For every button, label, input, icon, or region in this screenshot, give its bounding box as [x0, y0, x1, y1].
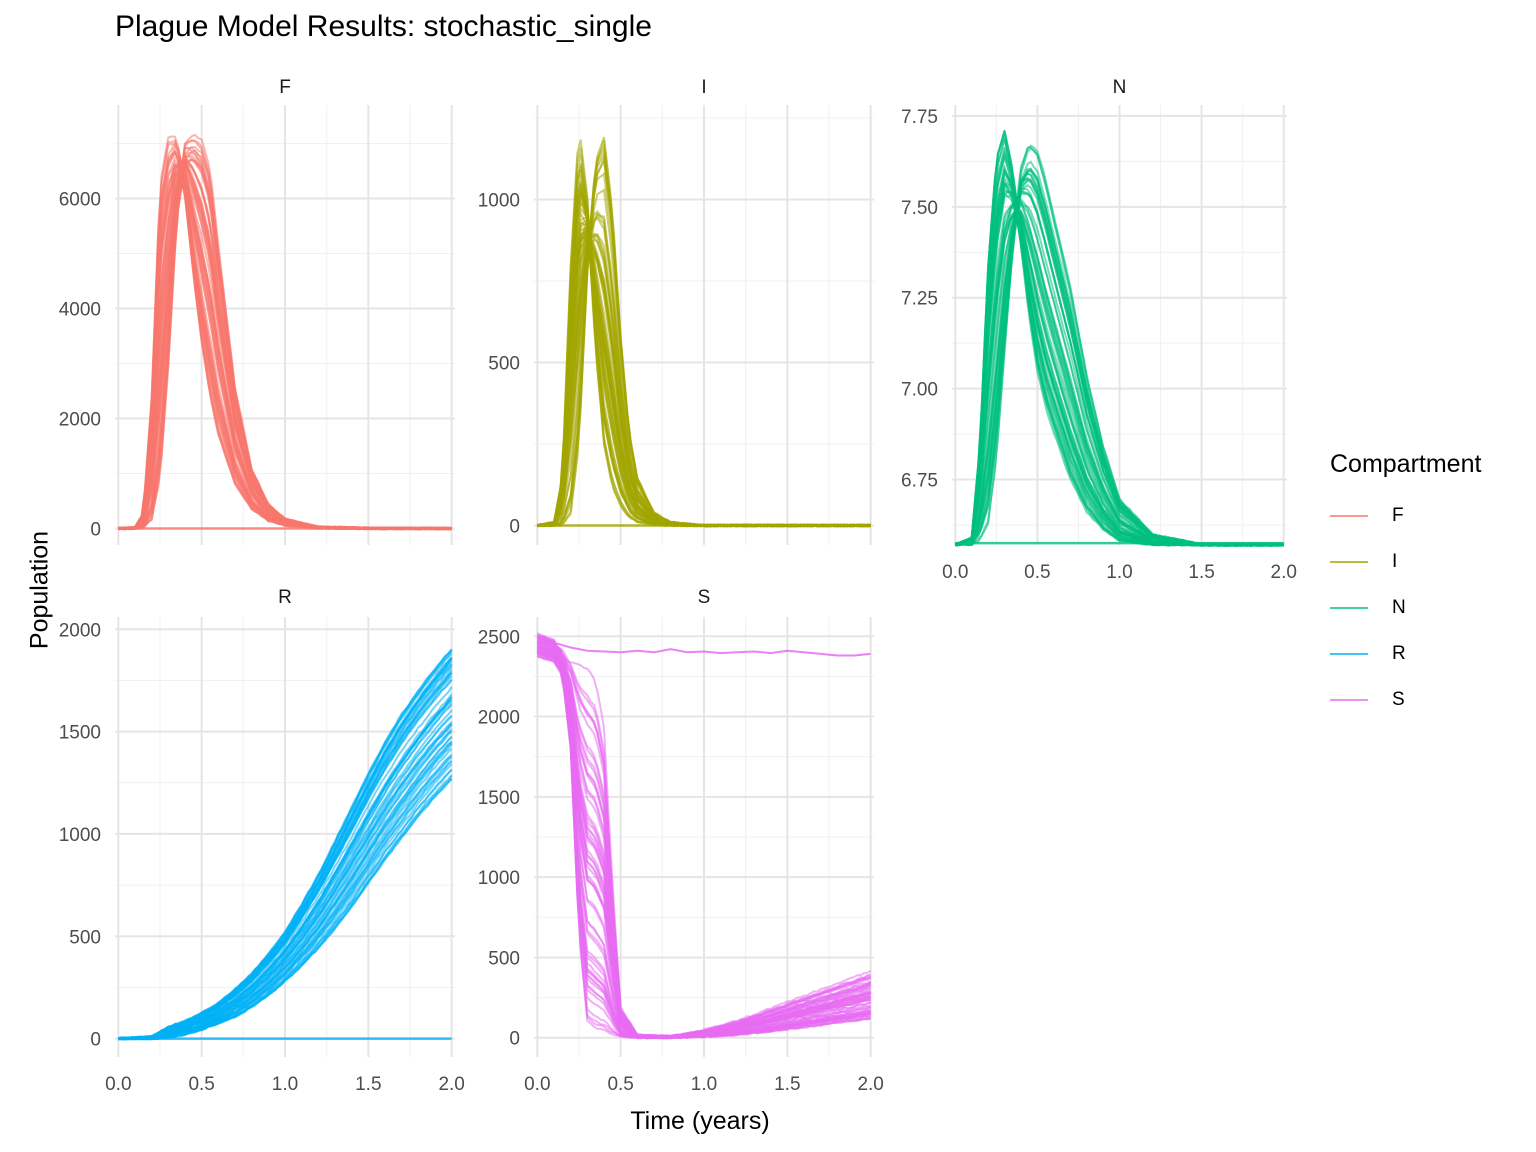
- y-tick-label: 0: [509, 1029, 520, 1050]
- facet-strip-f: F: [279, 77, 291, 98]
- series-line-s: [536, 650, 872, 1039]
- series-line-r: [118, 660, 453, 1040]
- x-tick-label: 0.0: [105, 1074, 131, 1095]
- legend-label-f: F: [1392, 505, 1404, 526]
- facet-strip-r: R: [278, 587, 292, 608]
- x-axis-label: Time (years): [630, 1107, 770, 1135]
- series-line-n: [955, 205, 1284, 547]
- legend-label-n: N: [1392, 597, 1406, 618]
- y-tick-label: 1000: [478, 868, 520, 889]
- x-tick-label: 0.0: [942, 562, 968, 583]
- legend-item-n: N: [1330, 585, 1481, 631]
- x-tick-label: 1.5: [355, 1074, 381, 1095]
- x-tick-label: 2.0: [857, 1074, 883, 1095]
- y-tick-label: 2000: [59, 620, 101, 641]
- y-tick-label: 6.75: [901, 471, 938, 492]
- x-tick-label: 2.0: [1271, 562, 1297, 583]
- legend-item-i: I: [1330, 539, 1481, 585]
- legend-item-s: S: [1330, 677, 1481, 723]
- legend-swatch-i: [1330, 560, 1368, 564]
- series-line-s: [536, 634, 871, 1040]
- legend: Compartment F I N R S: [1330, 450, 1481, 723]
- legend-title: Compartment: [1330, 450, 1482, 478]
- legend-label-i: I: [1392, 551, 1398, 572]
- facet-panel-s: S 0 500 1000 1500 2000 2500 0.0 0.5 1.0 1.5 2.0: [478, 587, 884, 1095]
- x-tick-label: 0.5: [188, 1074, 214, 1095]
- x-tick-label: 1.0: [1106, 562, 1132, 583]
- y-tick-label: 1000: [59, 825, 101, 846]
- x-tick-label: 0.5: [607, 1074, 633, 1095]
- x-tick-label: 0.0: [524, 1074, 550, 1095]
- x-tick-label: 2.0: [438, 1074, 464, 1095]
- legend-item-r: R: [1330, 631, 1481, 677]
- y-tick-label: 2000: [478, 708, 520, 729]
- y-tick-label: 4000: [59, 300, 101, 321]
- legend-swatch-s: [1330, 698, 1368, 702]
- series-line-r: [117, 731, 453, 1041]
- facet-panel-r: R 0 500 1000 1500 2000 0.0 0.5 1.0 1.5 2.0: [59, 587, 465, 1095]
- y-tick-label: 500: [488, 948, 520, 969]
- facet-strip-n: N: [1113, 77, 1127, 98]
- y-tick-label: 7.75: [901, 107, 938, 128]
- x-tick-label: 1.0: [272, 1074, 298, 1095]
- legend-label-s: S: [1392, 689, 1405, 710]
- legend-swatch-n: [1330, 606, 1368, 610]
- facet-strip-s: S: [698, 587, 711, 608]
- y-tick-label: 1000: [478, 191, 520, 212]
- legend-label-r: R: [1392, 643, 1406, 664]
- x-tick-label: 1.5: [1188, 562, 1214, 583]
- y-tick-label: 500: [488, 353, 520, 374]
- y-tick-label: 1500: [59, 723, 101, 744]
- y-tick-label: 1500: [478, 788, 520, 809]
- series-line-r: [118, 663, 453, 1041]
- y-tick-label: 2500: [478, 627, 520, 648]
- y-tick-label: 6000: [59, 190, 101, 211]
- series-line-r: [118, 686, 453, 1041]
- y-tick-label: 0: [90, 520, 101, 541]
- series-persistent-run-s: [536, 635, 871, 657]
- chart-title: Plague Model Results: stochastic_single: [115, 10, 652, 43]
- y-tick-label: 0: [509, 516, 520, 537]
- series-line-s: [536, 633, 871, 1040]
- y-tick-label: 7.25: [901, 289, 938, 310]
- x-tick-label: 1.5: [774, 1074, 800, 1095]
- y-tick-label: 7.00: [901, 380, 938, 401]
- series-line-r: [118, 778, 453, 1041]
- x-tick-label: 0.5: [1024, 562, 1050, 583]
- series-line-r: [117, 743, 453, 1041]
- facet-panel-f: F 0 2000 4000 6000: [59, 77, 455, 545]
- series-line-s: [536, 648, 872, 1038]
- y-tick-label: 2000: [59, 410, 101, 431]
- facet-panel-n: N 6.75 7.00 7.25 7.50 7.75 0.0 0.5 1.0 1.5 2.0: [901, 77, 1297, 583]
- legend-swatch-f: [1330, 514, 1368, 518]
- y-tick-label: 500: [69, 927, 101, 948]
- y-tick-label: 0: [90, 1030, 101, 1051]
- legend-item-f: F: [1330, 493, 1481, 539]
- series-line-s: [537, 644, 871, 1038]
- x-tick-label: 1.0: [691, 1074, 717, 1095]
- series-line-r: [118, 715, 453, 1040]
- facet-strip-i: I: [701, 77, 706, 98]
- legend-swatch-r: [1330, 652, 1368, 656]
- y-tick-label: 7.50: [901, 198, 938, 219]
- facet-panel-i: I 0 500 1000: [478, 77, 874, 545]
